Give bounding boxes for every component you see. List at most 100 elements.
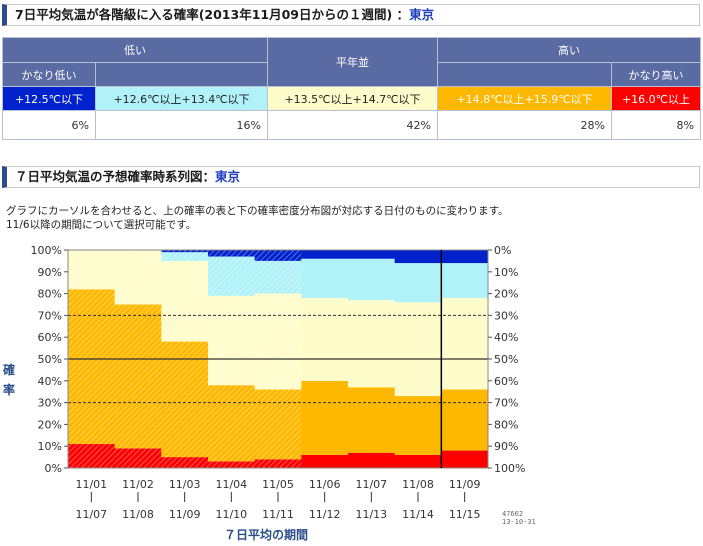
hatch-overlay [254, 260, 302, 294]
bar-segment [441, 389, 489, 451]
class-cell-very-high: +16.0℃以上 [611, 86, 701, 111]
hatch-overlay [161, 457, 209, 468]
x-tick-label-start: 11/01 [75, 478, 107, 491]
y-tick-label-right: 50% [494, 353, 518, 366]
value-very-low: 6% [2, 110, 96, 140]
bar-segment [394, 396, 442, 455]
x-tick-label-end: 11/08 [122, 508, 154, 521]
y-tick-label-right: 60% [494, 375, 518, 388]
hatch-overlay [208, 295, 255, 386]
bar-segment [348, 387, 395, 453]
description: グラフにカーソルを合わせると、上の確率の表と下の確率密度分布図が対応する日付のも… [6, 204, 509, 232]
hatch-overlay [68, 289, 115, 445]
y-tick-label-left: 50% [38, 353, 62, 366]
probability-table: 低い 平年並 高い かなり低い かなり高い +12.5℃以下 +12.6℃以上+… [2, 37, 701, 140]
hatch-overlay [208, 256, 255, 296]
x-tick-label-start: 11/09 [449, 478, 481, 491]
y-tick-label-left: 60% [38, 331, 62, 344]
hatch-overlay [254, 250, 302, 261]
header-blank-high [437, 62, 612, 87]
y-tick-label-left: 80% [38, 288, 62, 301]
x-tick-label-start: 11/05 [262, 478, 294, 491]
hatch-overlay [254, 293, 302, 390]
y-tick-label-right: 90% [494, 440, 518, 453]
hatch-overlay [114, 448, 162, 468]
x-tick-label-end: 11/11 [262, 508, 294, 521]
bar-segment [441, 450, 489, 468]
header-very-low: かなり低い [2, 62, 96, 87]
x-axis-label: ７日平均の期間 [224, 528, 309, 542]
hatch-overlay [114, 304, 162, 449]
x-tick-label-end: 11/15 [449, 508, 481, 521]
x-tick-label-end: 11/13 [355, 508, 387, 521]
y-tick-label-right: 10% [494, 266, 518, 279]
hatch-overlay [254, 459, 302, 468]
hatch-overlay [161, 341, 209, 458]
x-tick-label-start: 11/03 [169, 478, 201, 491]
bar-segment [394, 250, 442, 264]
x-tick-label-start: 11/04 [215, 478, 247, 491]
class-cell-very-low: +12.5℃以下 [2, 86, 96, 111]
hatch-overlay [161, 252, 209, 261]
bar-segment [394, 454, 442, 468]
hatch-overlay [254, 389, 302, 460]
group-header-low: 低い [2, 37, 268, 63]
x-tick-label-end: 11/09 [169, 508, 201, 521]
description-line: グラフにカーソルを合わせると、上の確率の表と下の確率密度分布図が対応する日付のも… [6, 205, 509, 217]
description-line: 11/6以降の期間について選択可能です。 [6, 219, 197, 231]
bar-segment [301, 297, 349, 381]
y-tick-label-right: 40% [494, 331, 518, 344]
bar-segment [441, 297, 489, 390]
hatch-overlay [208, 250, 255, 257]
y-tick-label-left: 30% [38, 397, 62, 410]
hatch-overlay [208, 461, 255, 468]
hatch-overlay [68, 250, 115, 290]
bar-segment [441, 263, 489, 298]
header-blank-low [95, 62, 268, 87]
hatch-overlay [114, 250, 162, 305]
hatch-overlay [161, 250, 209, 253]
class-cell-normal: +13.5℃以上+14.7℃以下 [267, 86, 438, 111]
class-cell-high: +14.8℃以上+15.9℃以下 [437, 86, 612, 111]
bar-segment [348, 250, 395, 259]
x-tick-label-start: 11/08 [402, 478, 434, 491]
x-tick-label-start: 11/02 [122, 478, 154, 491]
x-tick-label-start: 11/07 [355, 478, 387, 491]
class-cell-low: +12.6℃以上+13.4℃以下 [95, 86, 268, 111]
x-tick-label-start: 11/06 [309, 478, 341, 491]
probability-timeseries-chart[interactable]: 0% 10% 20% 30% 40% 50% 60% 70% 80% 90% 100% 100% 90%… [0, 238, 560, 526]
y-tick-label-left: 90% [38, 266, 62, 279]
y-tick-label-left: 0% [45, 462, 62, 475]
y-tick-label-left: 20% [38, 418, 62, 431]
value-very-high: 8% [611, 110, 701, 140]
y-tick-label-right: 80% [494, 418, 518, 431]
header-very-high: かなり高い [611, 62, 701, 87]
y-tick-label-left: 10% [38, 440, 62, 453]
hatch-overlay [68, 444, 115, 468]
y-tick-label-right: 30% [494, 309, 518, 322]
value-high: 28% [437, 110, 612, 140]
x-tick-label-end: 11/07 [75, 508, 107, 521]
bar-segment [301, 250, 349, 259]
section-title-timeseries: ７日平均気温の予想確率時系列図：東京 [2, 166, 700, 188]
location-link[interactable]: 東京 [409, 7, 435, 22]
section-title-probability: 7日平均気温が各階級に入る確率(2013年11月09日からの１週間) ：東京 [2, 4, 700, 26]
section-title-text: 7日平均気温が各階級に入る確率(2013年11月09日からの１週間) ： [15, 7, 410, 22]
y-tick-label-left: 40% [38, 375, 62, 388]
y-tick-label-right: 100% [494, 462, 525, 475]
x-tick-label-end: 11/14 [402, 508, 434, 521]
issue-stamp: 47662 13-10-31 [502, 510, 536, 526]
y-tick-label-right: 20% [494, 288, 518, 301]
bar-segment [441, 250, 489, 264]
value-normal: 42% [267, 110, 438, 140]
group-header-normal: 平年並 [267, 37, 438, 87]
y-tick-label-left: 100% [31, 244, 62, 257]
section-title-text: ７日平均気温の予想確率時系列図： [15, 169, 216, 184]
hatch-overlay [208, 385, 255, 462]
hatch-overlay [161, 260, 209, 342]
x-tick-label-end: 11/12 [309, 508, 341, 521]
y-tick-label-right: 70% [494, 397, 518, 410]
bar-segment [301, 380, 349, 455]
y-tick-label-right: 0% [494, 244, 511, 257]
location-link[interactable]: 東京 [215, 169, 241, 184]
